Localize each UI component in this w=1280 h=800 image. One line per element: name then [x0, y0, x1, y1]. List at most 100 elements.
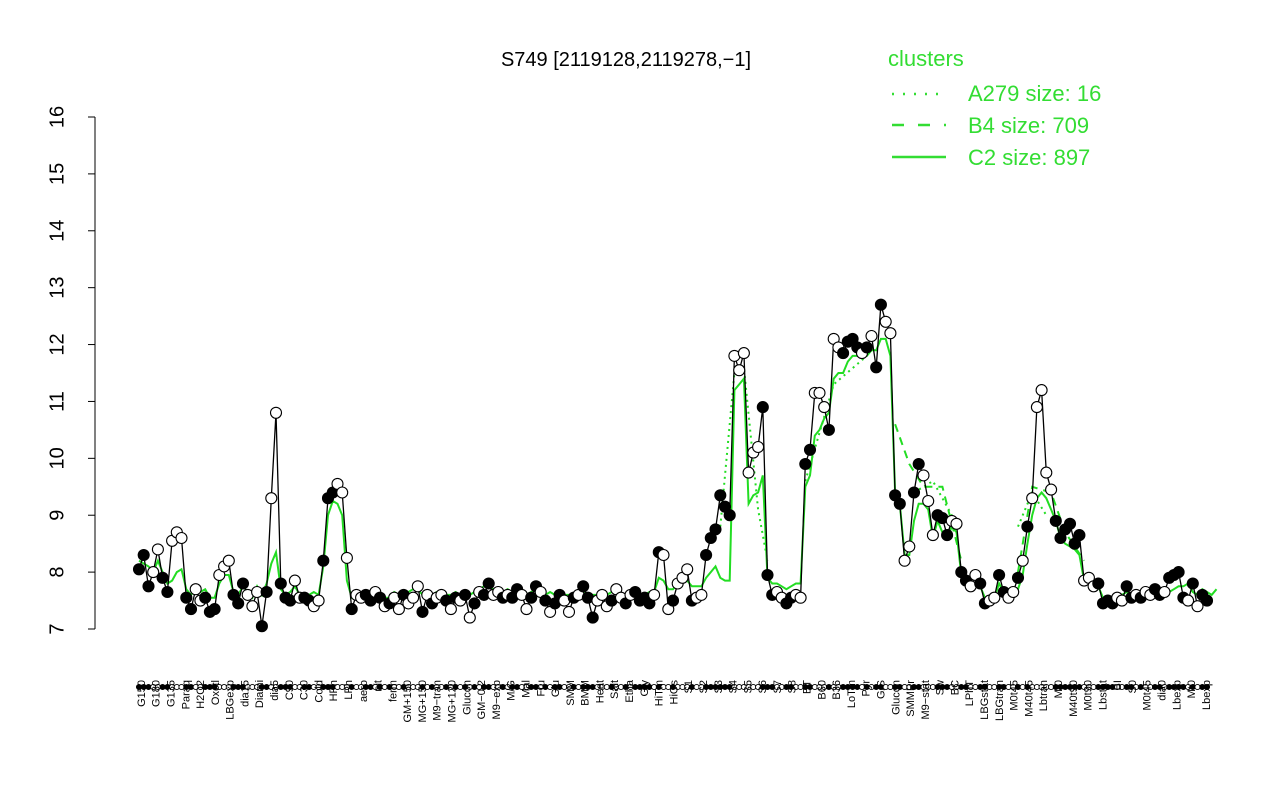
data-point	[761, 568, 774, 582]
data-point	[1186, 577, 1199, 590]
data-point	[525, 591, 538, 604]
x-tick-label: GM+150	[402, 680, 414, 723]
legend: clusters A279 size: 16 B4 size: 709 C2 s…	[888, 46, 1101, 170]
data-point	[142, 580, 155, 593]
data-point	[737, 347, 750, 360]
x-tick-label: LBGexp	[225, 680, 237, 720]
data-point	[317, 554, 330, 567]
y-tick-label: 11	[46, 391, 68, 412]
data-point	[884, 327, 897, 340]
x-tick-label: aero	[358, 680, 370, 702]
y-tick-label: 9	[46, 510, 68, 521]
x-tick-label: Glucon	[461, 680, 473, 715]
x-tick-label: Lbexp	[1201, 680, 1213, 710]
x-tick-label: Oxctl	[210, 680, 222, 705]
data-point	[794, 591, 807, 604]
x-tick-label: LPh	[343, 680, 355, 700]
x-tick-label: Mt0	[1186, 680, 1198, 698]
data-point	[926, 529, 939, 542]
x-tick-label: BC	[949, 680, 961, 695]
data-point	[1158, 585, 1171, 599]
data-point	[246, 600, 259, 613]
data-point	[274, 577, 287, 590]
x-tick-label: M9−exp	[491, 680, 503, 719]
x-tick-label: SMM	[565, 680, 577, 706]
x-tick-label: C90	[284, 680, 296, 700]
data-point	[161, 585, 174, 599]
data-point	[903, 540, 916, 553]
data-point	[1120, 580, 1133, 593]
x-tick-label: LoTm	[846, 680, 858, 708]
y-tick-label: 12	[46, 333, 68, 355]
legend-entry-c2: C2 size: 897	[968, 145, 1090, 170]
data-point	[482, 577, 495, 590]
x-tick-label: G180	[151, 680, 163, 707]
data-point	[336, 486, 349, 499]
x-tick-label: C30	[299, 680, 311, 700]
data-point	[392, 603, 405, 616]
x-tick-label: dia0	[1157, 680, 1169, 701]
data-point	[752, 440, 765, 454]
x-tick-label: B60	[816, 680, 828, 700]
x-tick-label: S5	[742, 680, 754, 693]
data-point	[1200, 594, 1214, 607]
x-tick-label: M0t45	[1142, 680, 1154, 711]
data-point	[695, 588, 708, 601]
legend-entry-b4: B4 size: 709	[968, 113, 1089, 138]
data-point	[208, 603, 221, 616]
data-point	[199, 591, 212, 604]
data-point	[444, 603, 457, 616]
data-point	[1021, 520, 1034, 533]
cluster-line-solid	[138, 337, 1218, 602]
data-point	[700, 548, 713, 562]
data-point	[742, 466, 755, 479]
data-point	[879, 315, 892, 328]
x-tick-label: dia5	[269, 680, 281, 701]
legend-title: clusters	[888, 46, 964, 71]
x-tick-label: MG+150	[417, 680, 429, 723]
cluster-lines	[138, 337, 1218, 602]
x-tick-label: HiTm	[654, 680, 666, 706]
x-tick-label: M0t90	[1083, 680, 1095, 711]
x-tick-label: B36	[831, 680, 843, 700]
data-point	[1182, 594, 1195, 607]
data-point	[416, 605, 429, 618]
x-tick-label: Lbtran	[1038, 680, 1050, 711]
data-point	[907, 486, 921, 499]
data-point	[1040, 466, 1053, 479]
data-point	[860, 341, 873, 354]
x-tick-label: Lbstat	[1097, 680, 1109, 710]
data-point	[184, 603, 198, 616]
data-point	[993, 568, 1006, 582]
data-point	[988, 591, 1001, 604]
y-tick-label: 8	[46, 567, 68, 578]
data-point	[562, 605, 576, 618]
data-point	[1045, 483, 1058, 496]
x-tick-label: S6	[757, 680, 769, 693]
x-tick-label: BT	[802, 680, 814, 694]
data-point	[265, 492, 278, 505]
rug-mark	[1203, 683, 1211, 691]
x-tick-label: G135	[166, 680, 178, 707]
x-tick-label: M40t90	[1068, 680, 1080, 717]
data-point	[1063, 517, 1077, 530]
cluster-line-dotted	[719, 365, 769, 561]
x-tick-label: S3	[713, 680, 725, 693]
x-tick-label: Glu	[550, 680, 562, 697]
data-point	[340, 551, 353, 564]
x-tick-label: Glucon	[890, 680, 902, 715]
data-point	[236, 577, 250, 590]
x-tick-label: BMM	[580, 680, 592, 706]
chart-title: S749 [2119128,2119278,−1]	[501, 49, 751, 71]
x-tick-labels: G150 G180 G135 Paraq H2O2 Oxctl LBGexp dia15 Dia…	[136, 679, 1213, 722]
y-tick-label: 14	[46, 220, 68, 242]
data-point	[912, 457, 925, 471]
y-tick-label: 15	[46, 163, 68, 185]
data-point	[865, 329, 878, 343]
x-tick-label: Sw	[935, 680, 947, 695]
data-point	[1035, 384, 1048, 397]
data-point	[799, 457, 812, 471]
data-point	[941, 529, 954, 542]
x-tick-label: Pyr	[861, 680, 873, 697]
data-point	[586, 611, 599, 624]
